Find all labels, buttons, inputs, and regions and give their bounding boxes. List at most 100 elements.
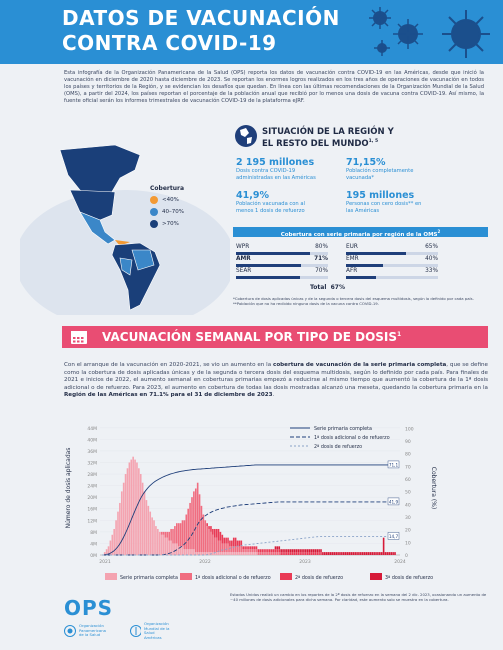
bar-weekly_primary: [119, 502, 121, 555]
x-tick-label: 2022: [199, 559, 211, 565]
bar-weekly_primary: [221, 552, 224, 555]
bar-weekly_primary: [139, 474, 142, 555]
bar-weekly_booster3: [331, 552, 334, 555]
bar-weekly_booster1: [196, 482, 199, 553]
bar-weekly_primary: [250, 552, 252, 555]
region-bar: [236, 276, 328, 279]
bar-weekly_primary: [128, 462, 131, 555]
bar-weekly_booster1: [242, 549, 245, 553]
region-pct: 33%: [425, 268, 438, 274]
weekly-section-banner: VACUNACIÓN SEMANAL POR TIPO DE DOSIS1: [62, 326, 488, 348]
bar-weekly_booster1: [278, 552, 281, 555]
coverage-total: Total 67%: [310, 284, 345, 291]
region-bar-fill: [236, 276, 301, 279]
bar-weekly_booster3: [282, 549, 284, 553]
bar-weekly_booster3: [325, 552, 328, 555]
bar-weekly_primary: [231, 552, 233, 555]
bar-weekly_booster3: [356, 552, 358, 555]
region-pct: 70%: [315, 268, 328, 274]
bar-weekly_booster3: [316, 549, 319, 553]
bar-weekly_booster3: [346, 552, 349, 555]
bar-weekly_booster1: [250, 549, 252, 553]
bar-weekly_booster1: [246, 549, 248, 553]
bar-weekly_booster2: [219, 531, 222, 541]
bar-weekly_booster2: [316, 552, 319, 555]
bar-weekly_booster3: [371, 552, 374, 555]
y2-tick-label: 10: [405, 540, 411, 546]
page-title-line2: CONTRA COVID-19: [62, 31, 277, 55]
bar-weekly_booster2: [261, 549, 263, 553]
weekly-doses-chart: Número de dosis aplicadas Cobertura (%) 0M…: [65, 426, 437, 581]
americas-coverage-map: [20, 144, 230, 315]
weekly-section-title: VACUNACIÓN SEMANAL POR TIPO DE DOSIS1: [102, 330, 402, 344]
bar-weekly_primary: [164, 537, 167, 555]
bar-weekly_booster1: [174, 526, 176, 544]
bar-weekly_primary: [138, 468, 140, 555]
bar-weekly_booster1: [225, 543, 227, 553]
bar-weekly_primary: [248, 552, 250, 555]
bar-weekly_booster1: [208, 528, 210, 553]
bar-weekly_booster2: [259, 549, 262, 553]
y-tick-label: 24M: [87, 484, 97, 490]
region-name: AFR: [346, 268, 358, 274]
bar-weekly_booster1: [193, 491, 195, 550]
bar-weekly_primary: [219, 552, 222, 555]
bar-weekly_booster1: [229, 546, 231, 553]
map-legend-item: <40%: [150, 196, 184, 204]
bar-weekly_booster2: [225, 537, 227, 544]
region-bar: [236, 264, 328, 267]
bar-weekly_primary: [181, 546, 184, 555]
bar-weekly_primary: [113, 528, 115, 555]
bar-weekly_booster2: [318, 552, 320, 555]
bar-weekly_primary: [168, 540, 171, 555]
bar-weekly_booster3: [369, 552, 372, 555]
bar-weekly_primary: [132, 456, 134, 555]
who-logo: Organización Mundial de la Salud Américas: [130, 621, 178, 640]
region-bar-fill: [346, 276, 377, 279]
bar-weekly_primary: [157, 528, 159, 555]
bar-weekly_primary: [187, 549, 189, 555]
bar-weekly_booster1: [248, 549, 250, 553]
paho-emblem-icon: [64, 625, 76, 637]
region-row-emr: EMR 40%: [346, 256, 446, 268]
bar-weekly_booster2: [308, 552, 311, 555]
situation-title: SITUACIÓN DE LA REGIÓN Y EL RESTO DEL MU…: [262, 127, 394, 149]
region-pct: 65%: [425, 244, 438, 250]
bar-weekly_booster2: [272, 549, 275, 553]
region-bar-fill: [236, 252, 310, 255]
bar-weekly_booster2: [270, 549, 273, 553]
cumulative-line-2: [102, 535, 398, 556]
map-legend-item: >70%: [150, 220, 184, 228]
region-row-afr: AFR 33%: [346, 268, 446, 280]
bar-weekly_booster2: [250, 546, 252, 550]
bar-weekly_booster1: [267, 552, 269, 555]
bar-weekly_booster1: [253, 549, 256, 553]
bar-weekly_booster3: [318, 549, 320, 553]
bar-weekly_primary: [117, 511, 119, 555]
globe-icon: [235, 125, 257, 147]
bar-weekly_booster2: [299, 552, 301, 555]
bar-weekly_primary: [134, 459, 136, 555]
y-tick-label: 20M: [87, 495, 97, 501]
bar-weekly_booster1: [232, 546, 235, 553]
bar-weekly_primary: [149, 511, 152, 555]
bar-weekly_booster1: [179, 523, 182, 547]
bar-weekly_primary: [215, 552, 218, 555]
bar-weekly_booster2: [263, 549, 265, 553]
y-axis-label: Número de dosis aplicadas: [65, 448, 72, 529]
y2-tick-label: 50: [405, 490, 411, 496]
x-tick-label: 2021: [99, 559, 111, 565]
region-bar-fill: [236, 264, 302, 267]
map-legend-title: Cobertura: [150, 185, 184, 192]
bar-weekly_booster1: [263, 552, 265, 555]
bar-weekly_primary: [160, 534, 163, 555]
bar-weekly_booster1: [160, 531, 163, 535]
bar-weekly_primary: [155, 526, 157, 555]
virus-icon: [369, 7, 423, 56]
bar-weekly_booster3: [337, 552, 339, 555]
bar-weekly_booster1: [215, 537, 218, 553]
calendar-icon: [71, 331, 87, 344]
bar-weekly_booster3: [352, 552, 355, 555]
line-legend-label: 2ª dosis de refuerzo: [314, 444, 362, 450]
bar-weekly_primary: [130, 459, 133, 555]
